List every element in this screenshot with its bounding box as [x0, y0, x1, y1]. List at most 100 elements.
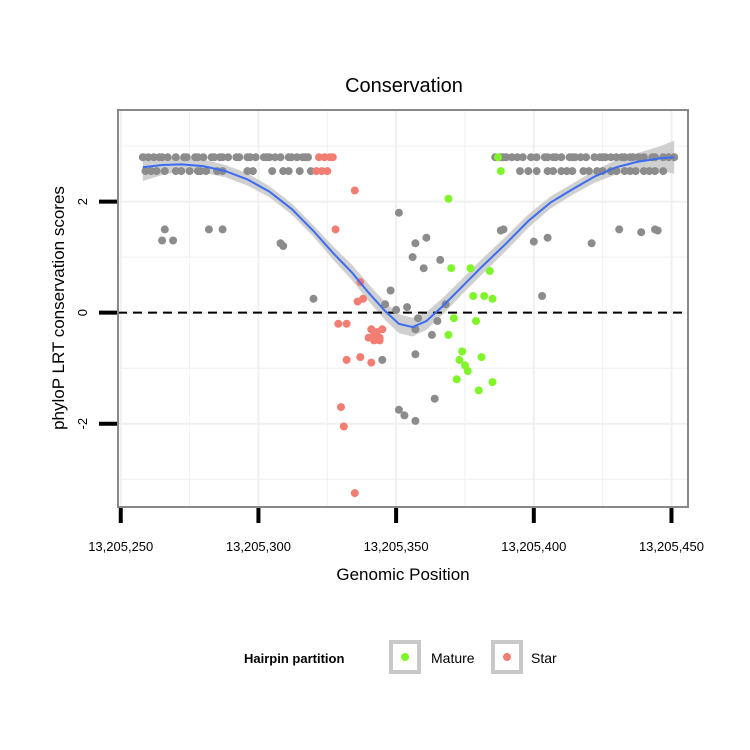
data-point-star: [334, 319, 343, 328]
data-point-other: [436, 255, 445, 264]
data-point-other: [304, 153, 312, 162]
data-point-other: [284, 167, 293, 176]
data-point-mature: [472, 317, 480, 325]
data-point-star: [312, 167, 321, 176]
data-point-mature: [474, 386, 483, 395]
data-point-other: [529, 237, 538, 246]
legend-label-star: Star: [531, 650, 557, 666]
data-point-other: [576, 153, 585, 162]
data-point-other: [513, 153, 522, 162]
data-point-other: [193, 153, 202, 162]
legend-dot-star: [503, 653, 511, 661]
data-point-mature: [488, 294, 497, 303]
data-point-other: [246, 153, 255, 162]
data-point-other: [271, 153, 279, 162]
data-point-other: [279, 167, 288, 176]
data-point-other: [158, 153, 167, 162]
data-point-other: [427, 330, 436, 339]
data-point-other: [160, 167, 169, 176]
data-point-mature: [480, 292, 489, 300]
data-point-star: [342, 319, 351, 328]
data-point-other: [543, 167, 552, 176]
data-point-mature: [455, 355, 464, 364]
smooth-trend-line: [142, 156, 675, 329]
data-point-other: [631, 167, 640, 176]
data-point-other: [138, 153, 147, 162]
data-point-other: [199, 153, 208, 162]
data-point-mature: [466, 264, 475, 273]
plot-panel-border: [117, 109, 689, 508]
data-point-other: [411, 350, 420, 359]
data-point-other: [422, 233, 431, 242]
data-point-mature: [494, 153, 502, 162]
data-point-other: [149, 153, 158, 162]
data-point-other: [568, 167, 577, 176]
data-point-other: [584, 167, 593, 176]
data-point-other: [411, 239, 420, 248]
data-point-mature: [496, 167, 505, 176]
data-point-mature: [485, 267, 494, 275]
data-point-star: [370, 336, 379, 345]
data-point-other: [279, 242, 288, 250]
data-point-other: [645, 167, 654, 176]
data-point-other: [218, 225, 227, 234]
data-point-other: [306, 167, 315, 176]
data-point-star: [317, 167, 326, 176]
data-point-other: [532, 153, 541, 162]
data-point-other: [158, 236, 167, 245]
data-point-other: [557, 153, 566, 162]
data-point-star: [367, 358, 376, 367]
x-tick-label: 13,205,450: [639, 539, 704, 554]
data-point-other: [507, 153, 516, 162]
data-point-star: [350, 489, 359, 498]
data-point-other: [538, 292, 547, 300]
data-point-other: [210, 153, 219, 162]
data-point-other: [639, 167, 648, 176]
data-point-other: [615, 225, 624, 234]
legend-label-mature: Mature: [431, 650, 475, 666]
data-point-other: [251, 153, 260, 162]
data-point-other: [224, 153, 233, 162]
x-tick-label: 13,205,400: [501, 539, 566, 554]
data-point-other: [516, 167, 524, 176]
data-point-star: [356, 353, 365, 362]
data-point-other: [392, 305, 401, 314]
data-point-other: [265, 153, 274, 162]
data-point-mature: [477, 353, 486, 362]
y-axis-title: phyloP LRT conservation scores: [49, 186, 68, 430]
data-point-other: [160, 225, 169, 234]
data-point-other: [309, 294, 318, 303]
data-point-other: [557, 167, 566, 176]
data-point-mature: [488, 378, 497, 387]
data-point-mature: [458, 347, 467, 356]
data-point-mature: [444, 330, 453, 339]
data-point-other: [293, 153, 301, 162]
data-point-star: [320, 153, 329, 162]
data-point-other: [400, 411, 409, 420]
data-point-other: [518, 153, 527, 162]
data-point-other: [651, 167, 659, 176]
data-point-other: [637, 228, 646, 237]
data-point-other: [147, 167, 155, 176]
data-point-other: [593, 167, 602, 176]
data-point-other: [620, 167, 629, 176]
data-point-mature: [444, 194, 453, 203]
chart-title: Conservation: [345, 75, 463, 97]
data-point-other: [639, 153, 648, 162]
data-point-star: [378, 325, 387, 334]
y-tick-label: -2: [75, 418, 90, 430]
data-point-other: [381, 300, 390, 309]
data-point-star: [353, 297, 362, 306]
data-point-other: [408, 253, 417, 262]
data-point-other: [182, 153, 191, 162]
legend-dot-mature: [401, 653, 409, 661]
data-point-other: [562, 167, 571, 176]
data-point-other: [659, 167, 668, 176]
data-point-other: [590, 153, 599, 162]
data-point-star: [350, 186, 359, 195]
data-point-mature: [463, 367, 472, 375]
data-point-other: [171, 153, 180, 162]
data-point-other: [606, 153, 615, 162]
data-point-other: [532, 167, 541, 176]
